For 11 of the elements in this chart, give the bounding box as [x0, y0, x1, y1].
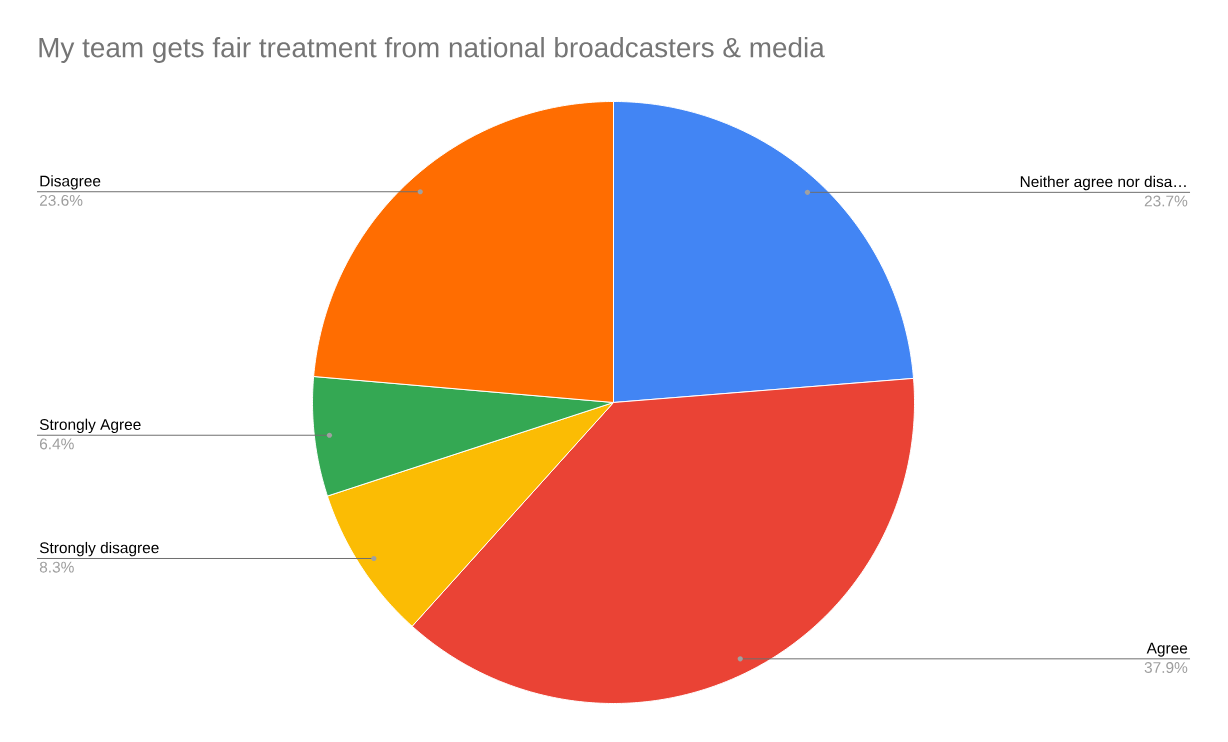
- data-label: 23.7%: [1144, 195, 1188, 207]
- slice-label: Neither agree nor disa…: [1020, 175, 1186, 191]
- data-label: 37.9%: [1144, 662, 1188, 673]
- data-label: 6.4%: [39, 438, 74, 450]
- slice-label: Agree: [1146, 642, 1188, 657]
- chart-title: My team gets fair treatment from national broadcasters & media: [39, 37, 825, 63]
- slice-label: Disagree: [40, 175, 101, 190]
- data-label: 8.3%: [39, 561, 74, 573]
- data-label: 23.6%: [39, 194, 83, 206]
- slice-label: Strongly Agree: [39, 418, 141, 434]
- slice-label: Strongly disagree: [39, 541, 159, 557]
